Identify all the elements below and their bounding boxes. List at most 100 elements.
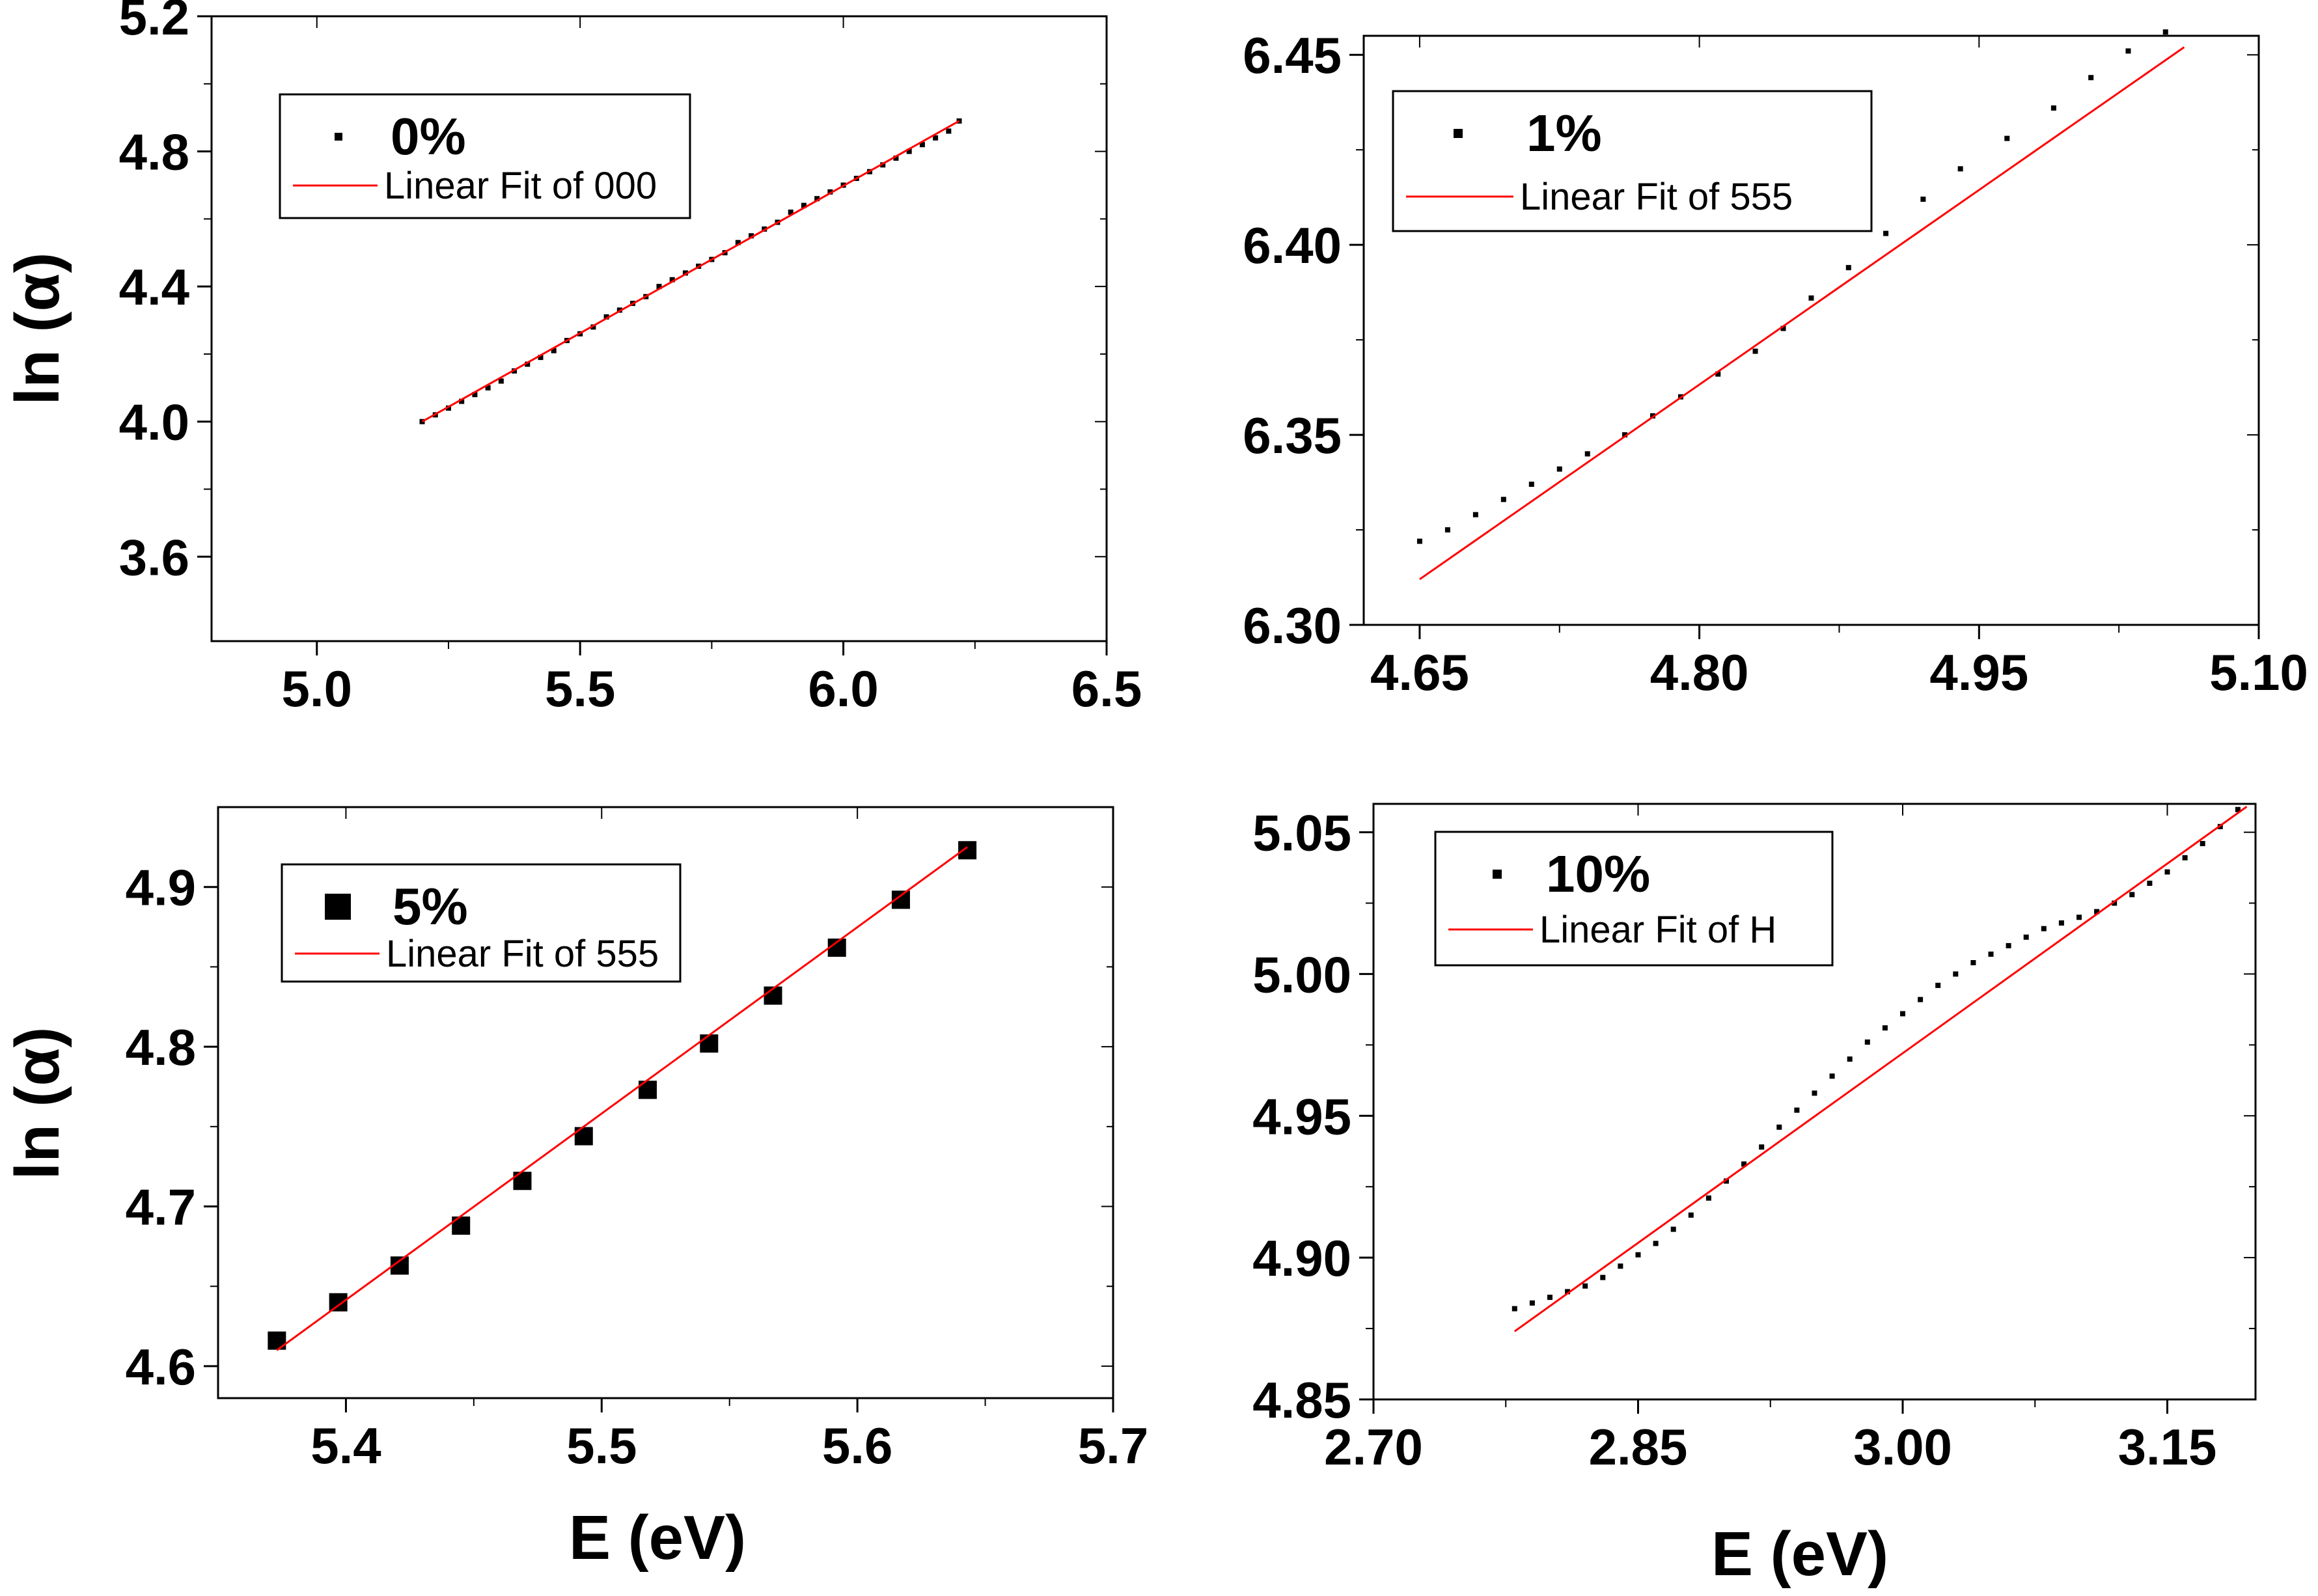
- data-point: [919, 142, 925, 148]
- x-tick-label: 5.4: [310, 1417, 381, 1474]
- linear-fit-line: [1419, 46, 2185, 581]
- legend-box: [281, 863, 682, 983]
- data-point: [1715, 371, 1721, 377]
- data-point: [669, 277, 675, 282]
- x-tick-label: 6.5: [1071, 660, 1142, 717]
- x-axis-title: E (eV): [1711, 1519, 1888, 1589]
- y-tick-label: 4.8: [119, 124, 189, 181]
- data-point: [1918, 997, 1924, 1002]
- data-point: [574, 1127, 593, 1146]
- y-tick-label: 4.90: [1252, 1230, 1351, 1287]
- x-tick-label: 4.65: [1370, 644, 1469, 701]
- data-point: [735, 240, 741, 245]
- data-point: [1472, 512, 1478, 517]
- data-point: [1529, 1300, 1535, 1306]
- data-point: [1582, 1283, 1588, 1289]
- data-point: [2050, 105, 2056, 111]
- data-point: [513, 1172, 532, 1190]
- data-point: [2006, 942, 2011, 948]
- data-point: [1556, 466, 1562, 472]
- data-point: [551, 348, 557, 353]
- legend-marker: [325, 894, 351, 920]
- plot-frame: [1362, 34, 2260, 626]
- legend-series-name: 0%: [391, 107, 466, 165]
- data-point: [525, 361, 531, 367]
- linear-fit-line: [1513, 806, 2248, 1332]
- data-point: [1845, 265, 1851, 271]
- data-point: [1829, 1073, 1835, 1079]
- data-point: [2147, 881, 2153, 886]
- data-point: [452, 1216, 471, 1235]
- data-point: [1688, 1212, 1694, 1218]
- legend-marker: [1493, 870, 1502, 879]
- y-axis-title: ln (α): [3, 253, 72, 406]
- data-point: [1528, 481, 1534, 487]
- legend-box: [279, 93, 691, 219]
- y-tick-label: 4.0: [119, 394, 189, 451]
- data-point: [682, 270, 688, 276]
- legend-series-name: 10%: [1546, 845, 1650, 903]
- data-point: [1444, 527, 1450, 533]
- x-tick-label: 5.7: [1078, 1417, 1148, 1474]
- data-point: [1882, 1025, 1888, 1031]
- y-tick-label: 5.2: [119, 0, 189, 46]
- data-point: [1635, 1252, 1641, 1258]
- data-point: [485, 385, 491, 391]
- x-tick-label: 4.95: [1929, 644, 2028, 701]
- data-point: [1416, 538, 1422, 544]
- y-tick-label: 6.30: [1243, 597, 1342, 654]
- plot-frame: [1372, 803, 2257, 1401]
- x-axis-title: E (eV): [569, 1503, 746, 1573]
- x-tick-label: 5.5: [566, 1417, 637, 1474]
- x-tick-label: 5.0: [282, 660, 352, 717]
- data-point: [2235, 806, 2241, 812]
- data-point: [1935, 982, 1941, 988]
- data-point: [445, 405, 451, 411]
- data-point: [906, 148, 912, 154]
- data-point: [1741, 1161, 1747, 1167]
- data-point: [472, 392, 478, 398]
- data-point: [1600, 1274, 1606, 1280]
- data-point: [1565, 1289, 1571, 1295]
- linear-fit-line: [276, 846, 968, 1351]
- data-point: [814, 196, 820, 202]
- y-tick-label: 6.40: [1243, 217, 1342, 274]
- data-point: [788, 209, 793, 215]
- data-point: [2023, 934, 2029, 940]
- y-tick-label: 4.4: [119, 258, 189, 316]
- data-point: [2077, 915, 2082, 920]
- y-tick-label: 4.6: [126, 1338, 196, 1396]
- data-point: [2162, 29, 2168, 35]
- data-point: [958, 841, 977, 860]
- y-tick-label: 4.95: [1252, 1088, 1351, 1145]
- data-point: [590, 324, 596, 330]
- data-point: [656, 284, 662, 290]
- data-point: [2094, 909, 2100, 915]
- data-point: [1780, 325, 1786, 331]
- data-point: [1511, 1306, 1517, 1312]
- y-tick-label: 4.8: [126, 1019, 196, 1076]
- x-tick-label: 6.0: [808, 660, 878, 717]
- legend-marker: [1454, 129, 1463, 138]
- data-point: [1759, 1144, 1765, 1150]
- y-tick-label: 3.6: [119, 529, 189, 586]
- data-point: [538, 355, 544, 361]
- legend-fit-name: Linear Fit of 555: [386, 933, 659, 975]
- legend-series-name: 5%: [393, 877, 468, 935]
- data-point: [2058, 920, 2064, 926]
- data-point: [700, 1034, 719, 1053]
- data-point: [1752, 348, 1758, 354]
- data-point: [459, 398, 465, 404]
- legend-fit-name: Linear Fit of 555: [1520, 176, 1793, 218]
- y-tick-label: 4.9: [126, 859, 196, 916]
- data-point: [1920, 197, 1926, 202]
- plot-frame: [210, 15, 1108, 642]
- legend-box: [1434, 831, 1834, 967]
- y-tick-label: 5.05: [1252, 805, 1351, 862]
- data-point: [2164, 869, 2170, 875]
- y-tick-label: 5.00: [1252, 946, 1351, 1003]
- data-point: [1812, 1090, 1817, 1096]
- data-point: [498, 378, 504, 384]
- legend-fit-name: Linear Fit of 000: [384, 165, 657, 207]
- linear-fit-line: [421, 120, 960, 423]
